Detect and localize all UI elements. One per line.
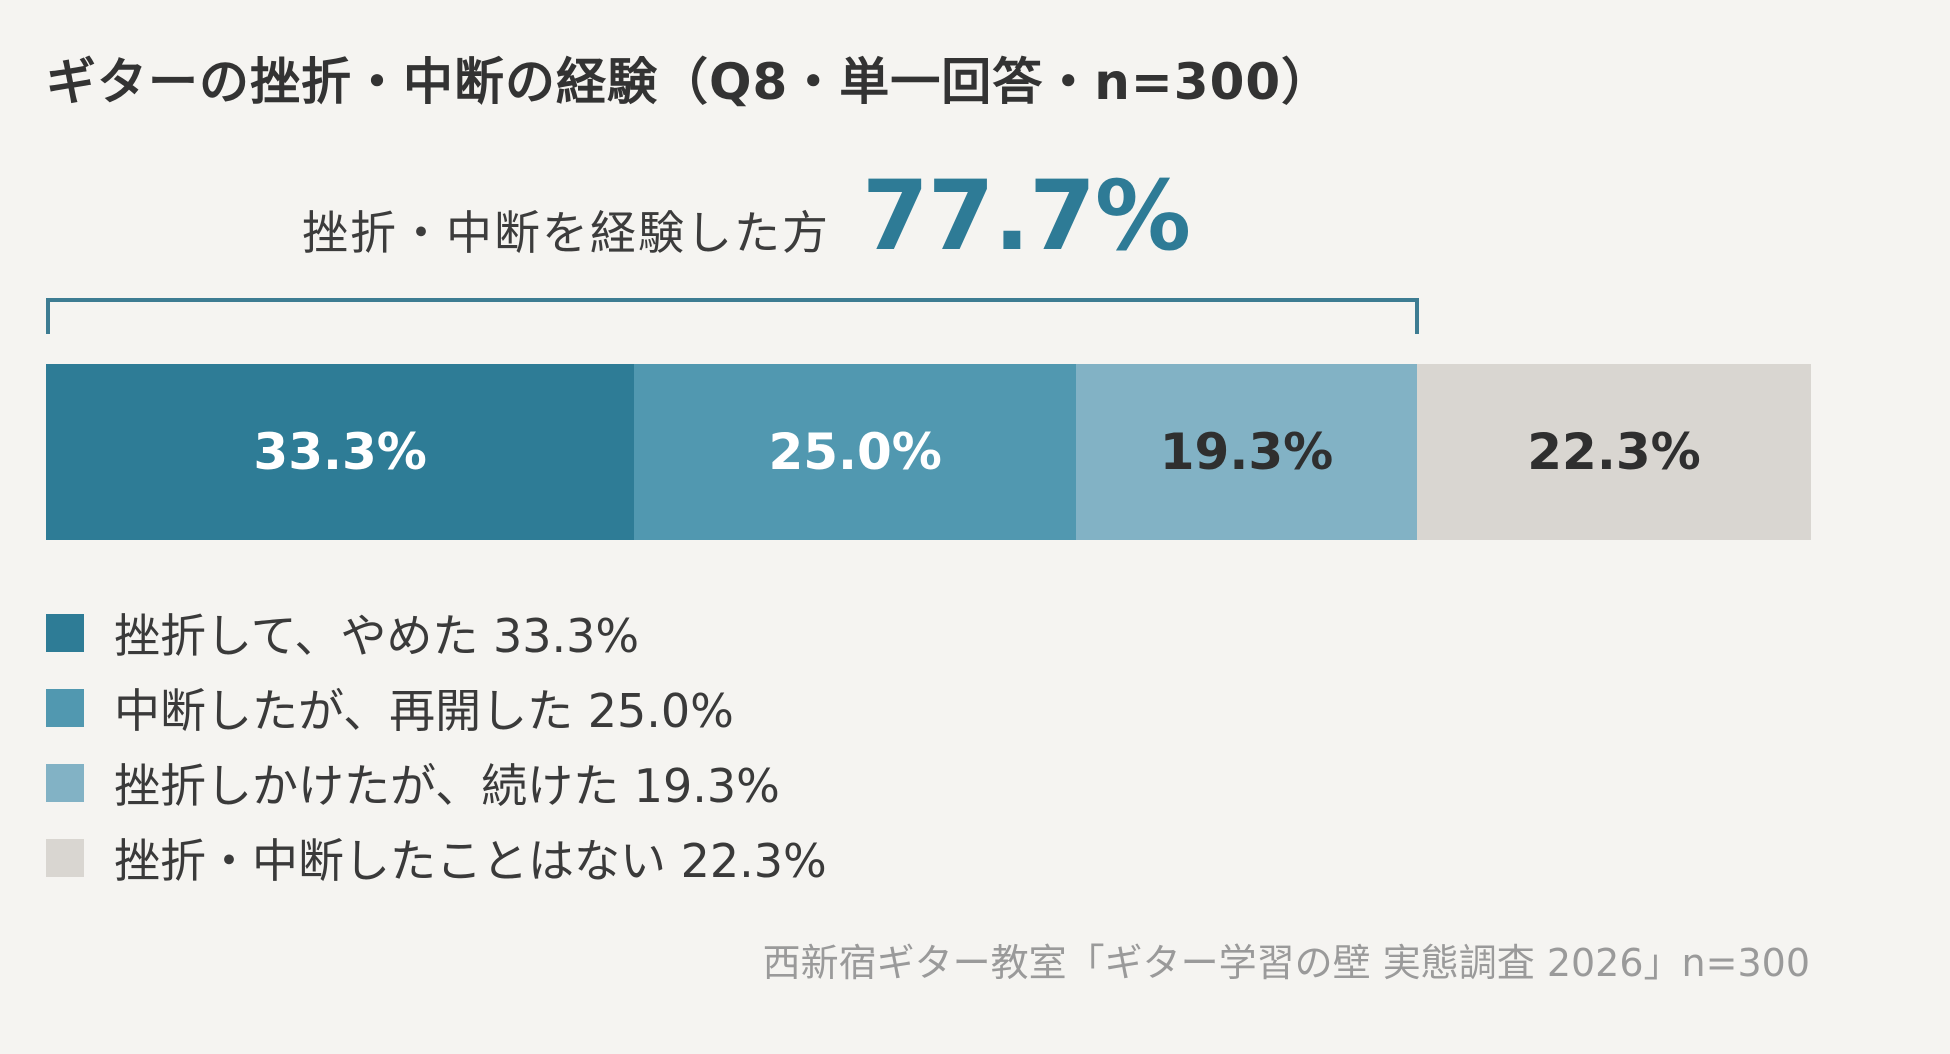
legend-label: 中断したが、再開した 25.0% bbox=[114, 683, 734, 738]
legend-label: 挫折・中断したことはない 22.3% bbox=[114, 833, 827, 888]
legend-item: 挫折して、やめた 33.3% bbox=[46, 595, 827, 670]
bar-segment-4: 22.3% bbox=[1417, 364, 1811, 540]
stacked-bar: 33.3% 25.0% 19.3% 22.3% bbox=[46, 364, 1811, 540]
legend: 挫折して、やめた 33.3% 中断したが、再開した 25.0% 挫折しかけたが、続け… bbox=[46, 595, 827, 895]
bar-segment-label: 25.0% bbox=[768, 423, 942, 481]
summary-label: 挫折・中断を経験した方 bbox=[302, 206, 830, 260]
legend-label: 挫折して、やめた 33.3% bbox=[114, 608, 640, 663]
bar-segment-3: 19.3% bbox=[1076, 364, 1417, 540]
legend-swatch bbox=[46, 688, 84, 727]
bar-segment-label: 33.3% bbox=[253, 423, 427, 481]
chart-title: ギターの挫折・中断の経験（Q8・単一回答・n=300） bbox=[46, 53, 1333, 111]
bar-segment-2: 25.0% bbox=[634, 364, 1077, 540]
summary-headline: 挫折・中断を経験した方 77.7% bbox=[302, 160, 1191, 272]
bar-segment-label: 19.3% bbox=[1159, 423, 1334, 481]
legend-swatch bbox=[46, 838, 84, 877]
legend-swatch bbox=[46, 613, 84, 652]
legend-item: 挫折しかけたが、続けた 19.3% bbox=[46, 745, 827, 820]
summary-value: 77.7% bbox=[862, 160, 1191, 272]
legend-label: 挫折しかけたが、続けた 19.3% bbox=[114, 758, 780, 813]
legend-swatch bbox=[46, 763, 84, 802]
bar-segment-label: 22.3% bbox=[1527, 423, 1701, 481]
legend-item: 挫折・中断したことはない 22.3% bbox=[46, 820, 827, 895]
experienced-bracket bbox=[46, 298, 1419, 334]
bar-segment-1: 33.3% bbox=[46, 364, 635, 540]
source-note: 西新宿ギター教室「ギター学習の壁 実態調査 2026」n=300 bbox=[762, 941, 1810, 985]
legend-item: 中断したが、再開した 25.0% bbox=[46, 670, 827, 745]
